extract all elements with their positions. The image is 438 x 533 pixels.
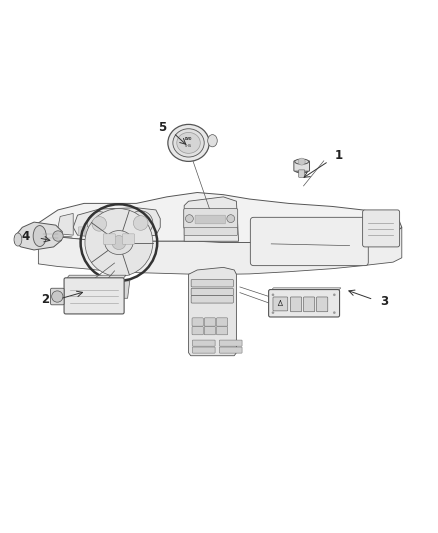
Text: 1: 1 xyxy=(335,149,343,162)
Circle shape xyxy=(272,311,274,314)
Ellipse shape xyxy=(208,135,217,147)
Polygon shape xyxy=(14,222,62,250)
FancyBboxPatch shape xyxy=(273,297,288,311)
Polygon shape xyxy=(270,288,341,292)
FancyBboxPatch shape xyxy=(184,208,238,229)
FancyBboxPatch shape xyxy=(195,215,226,224)
Ellipse shape xyxy=(173,129,204,157)
Polygon shape xyxy=(66,275,126,279)
FancyBboxPatch shape xyxy=(50,288,64,305)
Text: 4: 4 xyxy=(21,230,29,243)
FancyBboxPatch shape xyxy=(191,279,233,287)
FancyBboxPatch shape xyxy=(204,318,215,326)
Circle shape xyxy=(128,211,153,235)
FancyBboxPatch shape xyxy=(86,227,92,236)
Circle shape xyxy=(92,216,106,231)
FancyBboxPatch shape xyxy=(219,347,242,353)
Circle shape xyxy=(227,215,235,223)
FancyBboxPatch shape xyxy=(64,278,124,314)
FancyBboxPatch shape xyxy=(363,210,399,247)
Circle shape xyxy=(52,291,63,302)
Circle shape xyxy=(333,311,336,314)
Text: 2: 2 xyxy=(41,293,49,305)
Circle shape xyxy=(298,158,305,165)
Ellipse shape xyxy=(295,168,309,173)
Circle shape xyxy=(333,294,336,296)
FancyBboxPatch shape xyxy=(294,161,310,171)
FancyBboxPatch shape xyxy=(216,318,228,326)
Ellipse shape xyxy=(14,233,22,246)
Circle shape xyxy=(87,212,112,236)
FancyBboxPatch shape xyxy=(192,347,215,353)
Ellipse shape xyxy=(105,231,133,255)
Polygon shape xyxy=(73,208,160,238)
Ellipse shape xyxy=(168,124,209,161)
FancyBboxPatch shape xyxy=(216,327,228,335)
Circle shape xyxy=(109,232,129,253)
Circle shape xyxy=(185,215,193,223)
FancyBboxPatch shape xyxy=(192,327,203,335)
FancyBboxPatch shape xyxy=(299,170,305,177)
Circle shape xyxy=(272,294,274,296)
FancyBboxPatch shape xyxy=(192,340,215,346)
Polygon shape xyxy=(184,197,239,241)
FancyBboxPatch shape xyxy=(78,227,85,236)
Circle shape xyxy=(112,236,126,249)
FancyBboxPatch shape xyxy=(304,297,315,312)
Ellipse shape xyxy=(177,133,200,154)
FancyBboxPatch shape xyxy=(191,296,233,303)
FancyBboxPatch shape xyxy=(103,234,116,244)
Polygon shape xyxy=(108,281,130,298)
Text: 3: 3 xyxy=(380,295,389,308)
FancyBboxPatch shape xyxy=(317,297,328,312)
FancyBboxPatch shape xyxy=(122,234,134,244)
Circle shape xyxy=(53,231,63,241)
FancyBboxPatch shape xyxy=(184,228,237,236)
FancyBboxPatch shape xyxy=(102,228,138,238)
Circle shape xyxy=(85,208,153,277)
FancyBboxPatch shape xyxy=(191,288,233,296)
Text: 5: 5 xyxy=(158,121,166,134)
Polygon shape xyxy=(188,268,237,356)
Text: DVD: DVD xyxy=(184,138,192,141)
FancyBboxPatch shape xyxy=(219,340,242,346)
FancyBboxPatch shape xyxy=(268,289,339,317)
FancyBboxPatch shape xyxy=(192,318,203,326)
Circle shape xyxy=(133,216,148,230)
Polygon shape xyxy=(39,228,402,274)
FancyBboxPatch shape xyxy=(251,217,368,265)
Text: CHG: CHG xyxy=(184,144,192,148)
FancyBboxPatch shape xyxy=(204,327,215,335)
Ellipse shape xyxy=(33,225,46,246)
Polygon shape xyxy=(58,213,73,235)
Ellipse shape xyxy=(295,159,309,164)
Polygon shape xyxy=(34,192,402,243)
FancyBboxPatch shape xyxy=(290,297,302,312)
